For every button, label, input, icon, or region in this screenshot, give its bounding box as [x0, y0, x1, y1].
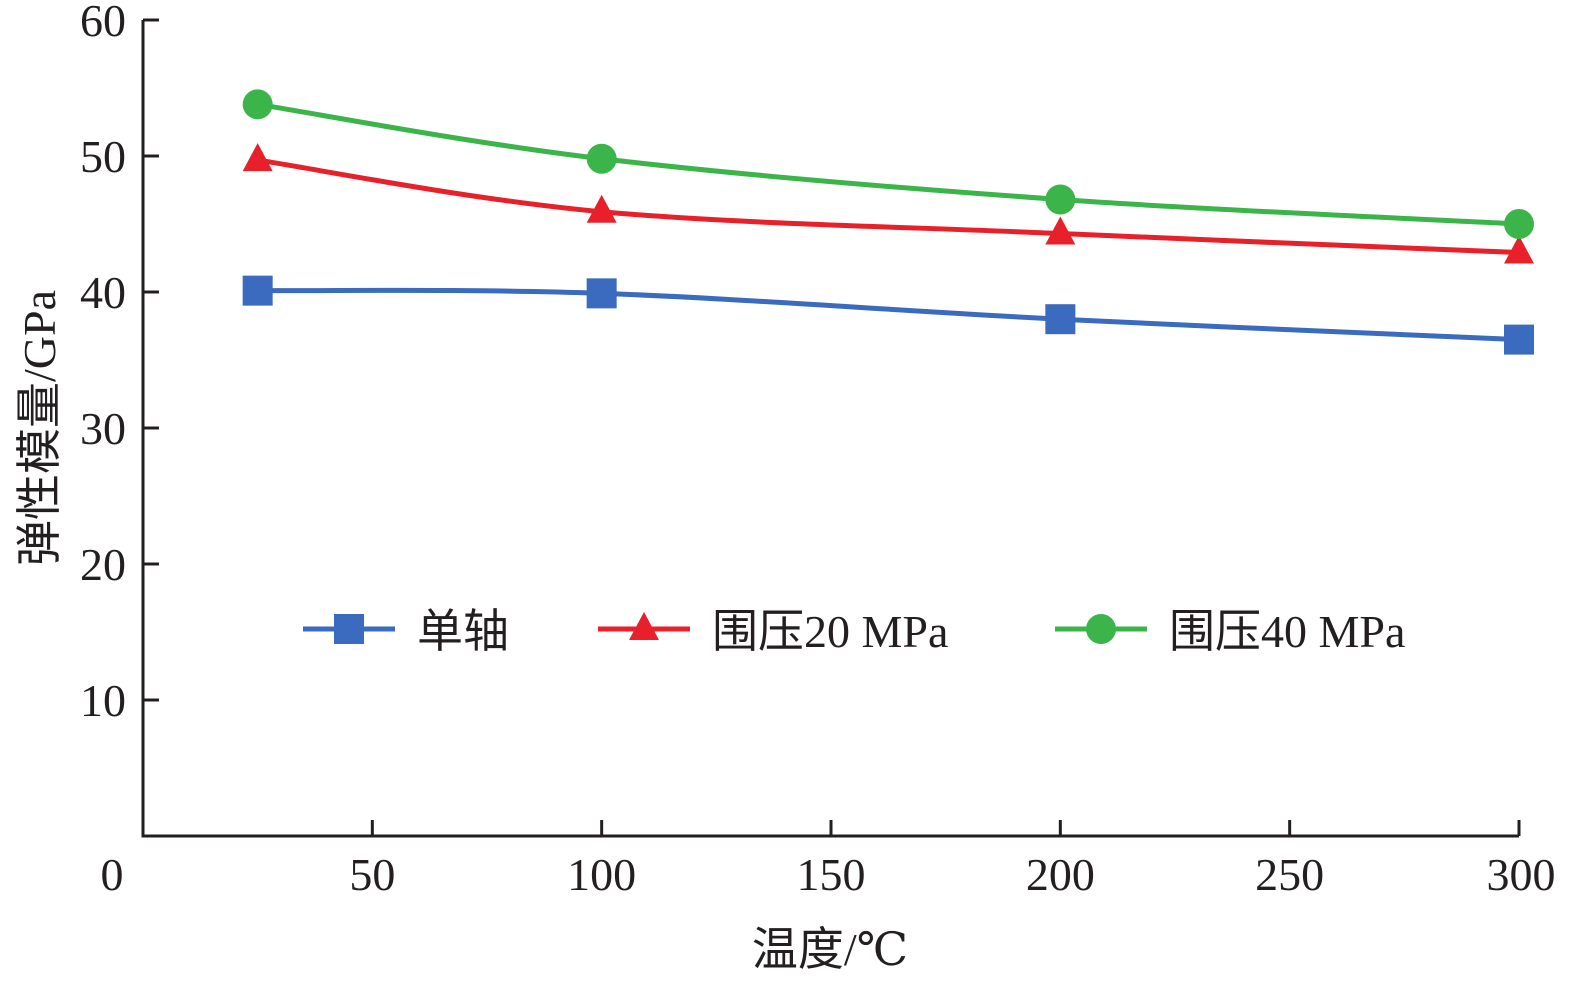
- y-tick-label: 50: [80, 131, 126, 182]
- square-marker: [1504, 324, 1534, 355]
- y-tick-label: 20: [80, 539, 126, 590]
- y-tick-label: 30: [80, 403, 126, 454]
- x-tick-label: 250: [1255, 849, 1324, 900]
- circle-marker: [1086, 614, 1116, 644]
- legend-item: 围压40 MPa: [1055, 606, 1405, 657]
- x-tick-label: 300: [1487, 849, 1556, 900]
- triangle-marker: [586, 194, 617, 223]
- legend-label: 单轴: [417, 606, 509, 657]
- square-marker: [242, 275, 273, 306]
- triangle-marker: [1045, 216, 1076, 245]
- legend-label: 围压40 MPa: [1169, 606, 1405, 657]
- x-tick-label: 100: [567, 849, 636, 900]
- series-line: [257, 287, 1520, 343]
- axes: 0 50 100 150 200 250 300 10 20 30 40 50 60: [80, 0, 1556, 900]
- triangle-marker: [242, 143, 273, 172]
- x-tick-label: 150: [797, 849, 866, 900]
- x-tick-label: 0: [101, 849, 124, 900]
- circle-marker: [586, 143, 617, 174]
- series-line: [257, 157, 1520, 256]
- y-tick-label: 10: [80, 675, 126, 726]
- axis-lines: [141, 20, 1519, 838]
- series-1: [242, 275, 1534, 355]
- circle-marker: [1504, 209, 1534, 239]
- triangle-marker: [629, 612, 659, 640]
- square-marker: [1045, 304, 1076, 335]
- x-tick-label: 200: [1026, 849, 1095, 900]
- square-marker: [334, 614, 364, 644]
- legend: 单轴 围压20 MPa 围压40 MPa: [303, 606, 1405, 657]
- circle-marker: [1045, 184, 1076, 215]
- series-3: [242, 89, 1534, 239]
- series-layer: [242, 89, 1534, 355]
- series-line: [257, 101, 1520, 227]
- triangle-marker: [1504, 235, 1534, 264]
- square-marker: [586, 278, 617, 309]
- y-tick-label: 40: [80, 267, 126, 318]
- x-axis-label: 温度/℃: [752, 924, 908, 975]
- y-tick-label: 60: [80, 0, 126, 46]
- legend-item: 围压20 MPa: [598, 606, 948, 657]
- legend-label: 围压20 MPa: [712, 606, 948, 657]
- legend-item: 单轴: [303, 606, 509, 657]
- x-tick-label: 50: [349, 849, 395, 900]
- y-axis-label: 弹性模量/GPa: [14, 290, 65, 566]
- circle-marker: [242, 89, 273, 120]
- series-2: [242, 143, 1534, 264]
